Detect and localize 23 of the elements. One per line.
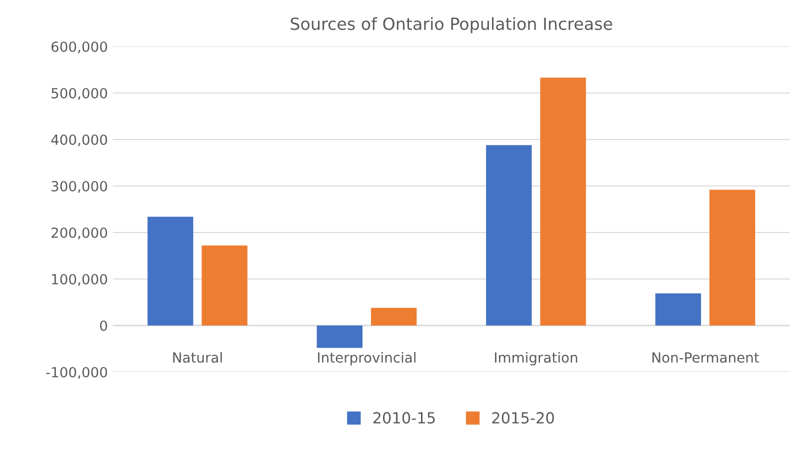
bar <box>486 145 532 326</box>
legend-label: 2015-20 <box>492 412 554 424</box>
bar <box>316 326 362 348</box>
bar <box>202 246 248 326</box>
bar <box>540 78 586 326</box>
bar <box>148 216 194 326</box>
bar <box>655 293 702 326</box>
y-tick-label: 100,000 <box>52 274 108 286</box>
x-tick-label: Natural <box>173 352 222 363</box>
x-tick-label: Interprovincial <box>318 352 416 366</box>
x-tick-label: Non-Permanent <box>652 352 760 363</box>
bar <box>709 190 756 326</box>
y-tick-label: 300,000 <box>52 180 108 193</box>
chart-title: Sources of Ontario Population Increase <box>290 17 612 34</box>
y-tick-label: 400,000 <box>51 134 108 146</box>
bar <box>370 308 417 326</box>
legend-label: 2010-15 <box>373 412 435 424</box>
y-tick-label: 200,000 <box>52 227 108 240</box>
y-tick-label: 0 <box>100 320 108 331</box>
x-tick-label: Immigration <box>495 352 578 366</box>
y-tick-label: 600,000 <box>52 41 108 54</box>
y-tick-label: -100,000 <box>46 366 108 379</box>
y-tick-label: 500,000 <box>52 88 108 100</box>
